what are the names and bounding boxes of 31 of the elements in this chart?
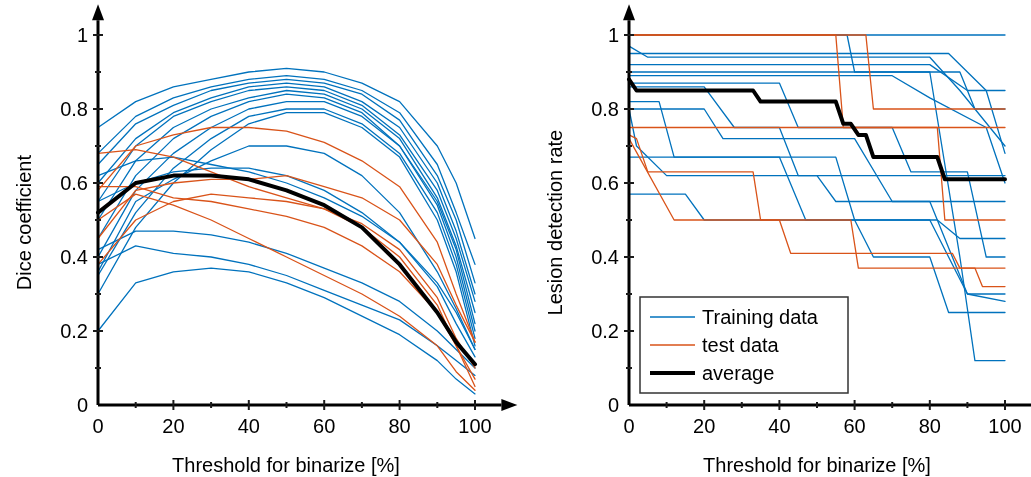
legend-label: test data bbox=[702, 334, 780, 356]
x-tick-label: 100 bbox=[458, 415, 492, 437]
x-tick-label: 40 bbox=[768, 415, 791, 437]
y-tick-label: 0.4 bbox=[591, 246, 619, 268]
y-tick-label: 0.2 bbox=[591, 320, 619, 342]
x-tick-label: 20 bbox=[162, 415, 185, 437]
x-tick-label: 80 bbox=[388, 415, 411, 437]
y-tick-label: 0.6 bbox=[591, 172, 619, 194]
y-axis-title: Dice coefficient bbox=[13, 154, 35, 291]
x-tick-label: 20 bbox=[693, 415, 716, 437]
y-tick-label: 0 bbox=[607, 394, 619, 416]
x-tick-label: 60 bbox=[843, 415, 866, 437]
y-axis-title: Lesion detection rate bbox=[544, 129, 566, 316]
y-tick-label: 0.8 bbox=[591, 98, 619, 120]
x-tick-label: 40 bbox=[237, 415, 260, 437]
x-tick-label: 0 bbox=[623, 415, 635, 437]
x-tick-label: 100 bbox=[988, 415, 1022, 437]
x-axis-title: Threshold for binarize [%] bbox=[172, 454, 400, 476]
y-tick-label: 0.2 bbox=[60, 320, 88, 342]
y-tick-label: 0 bbox=[76, 394, 88, 416]
x-axis-title: Threshold for binarize [%] bbox=[703, 454, 931, 476]
x-tick-label: 60 bbox=[313, 415, 336, 437]
y-tick-label: 0.6 bbox=[60, 172, 88, 194]
x-tick-label: 80 bbox=[918, 415, 941, 437]
x-tick-label: 0 bbox=[92, 415, 104, 437]
legend-label: average bbox=[702, 362, 775, 384]
legend-label: Training data bbox=[702, 306, 819, 328]
y-tick-label: 0.8 bbox=[60, 98, 88, 120]
y-tick-label: 0.4 bbox=[60, 246, 88, 268]
y-tick-label: 1 bbox=[76, 24, 88, 46]
y-tick-label: 1 bbox=[607, 24, 619, 46]
